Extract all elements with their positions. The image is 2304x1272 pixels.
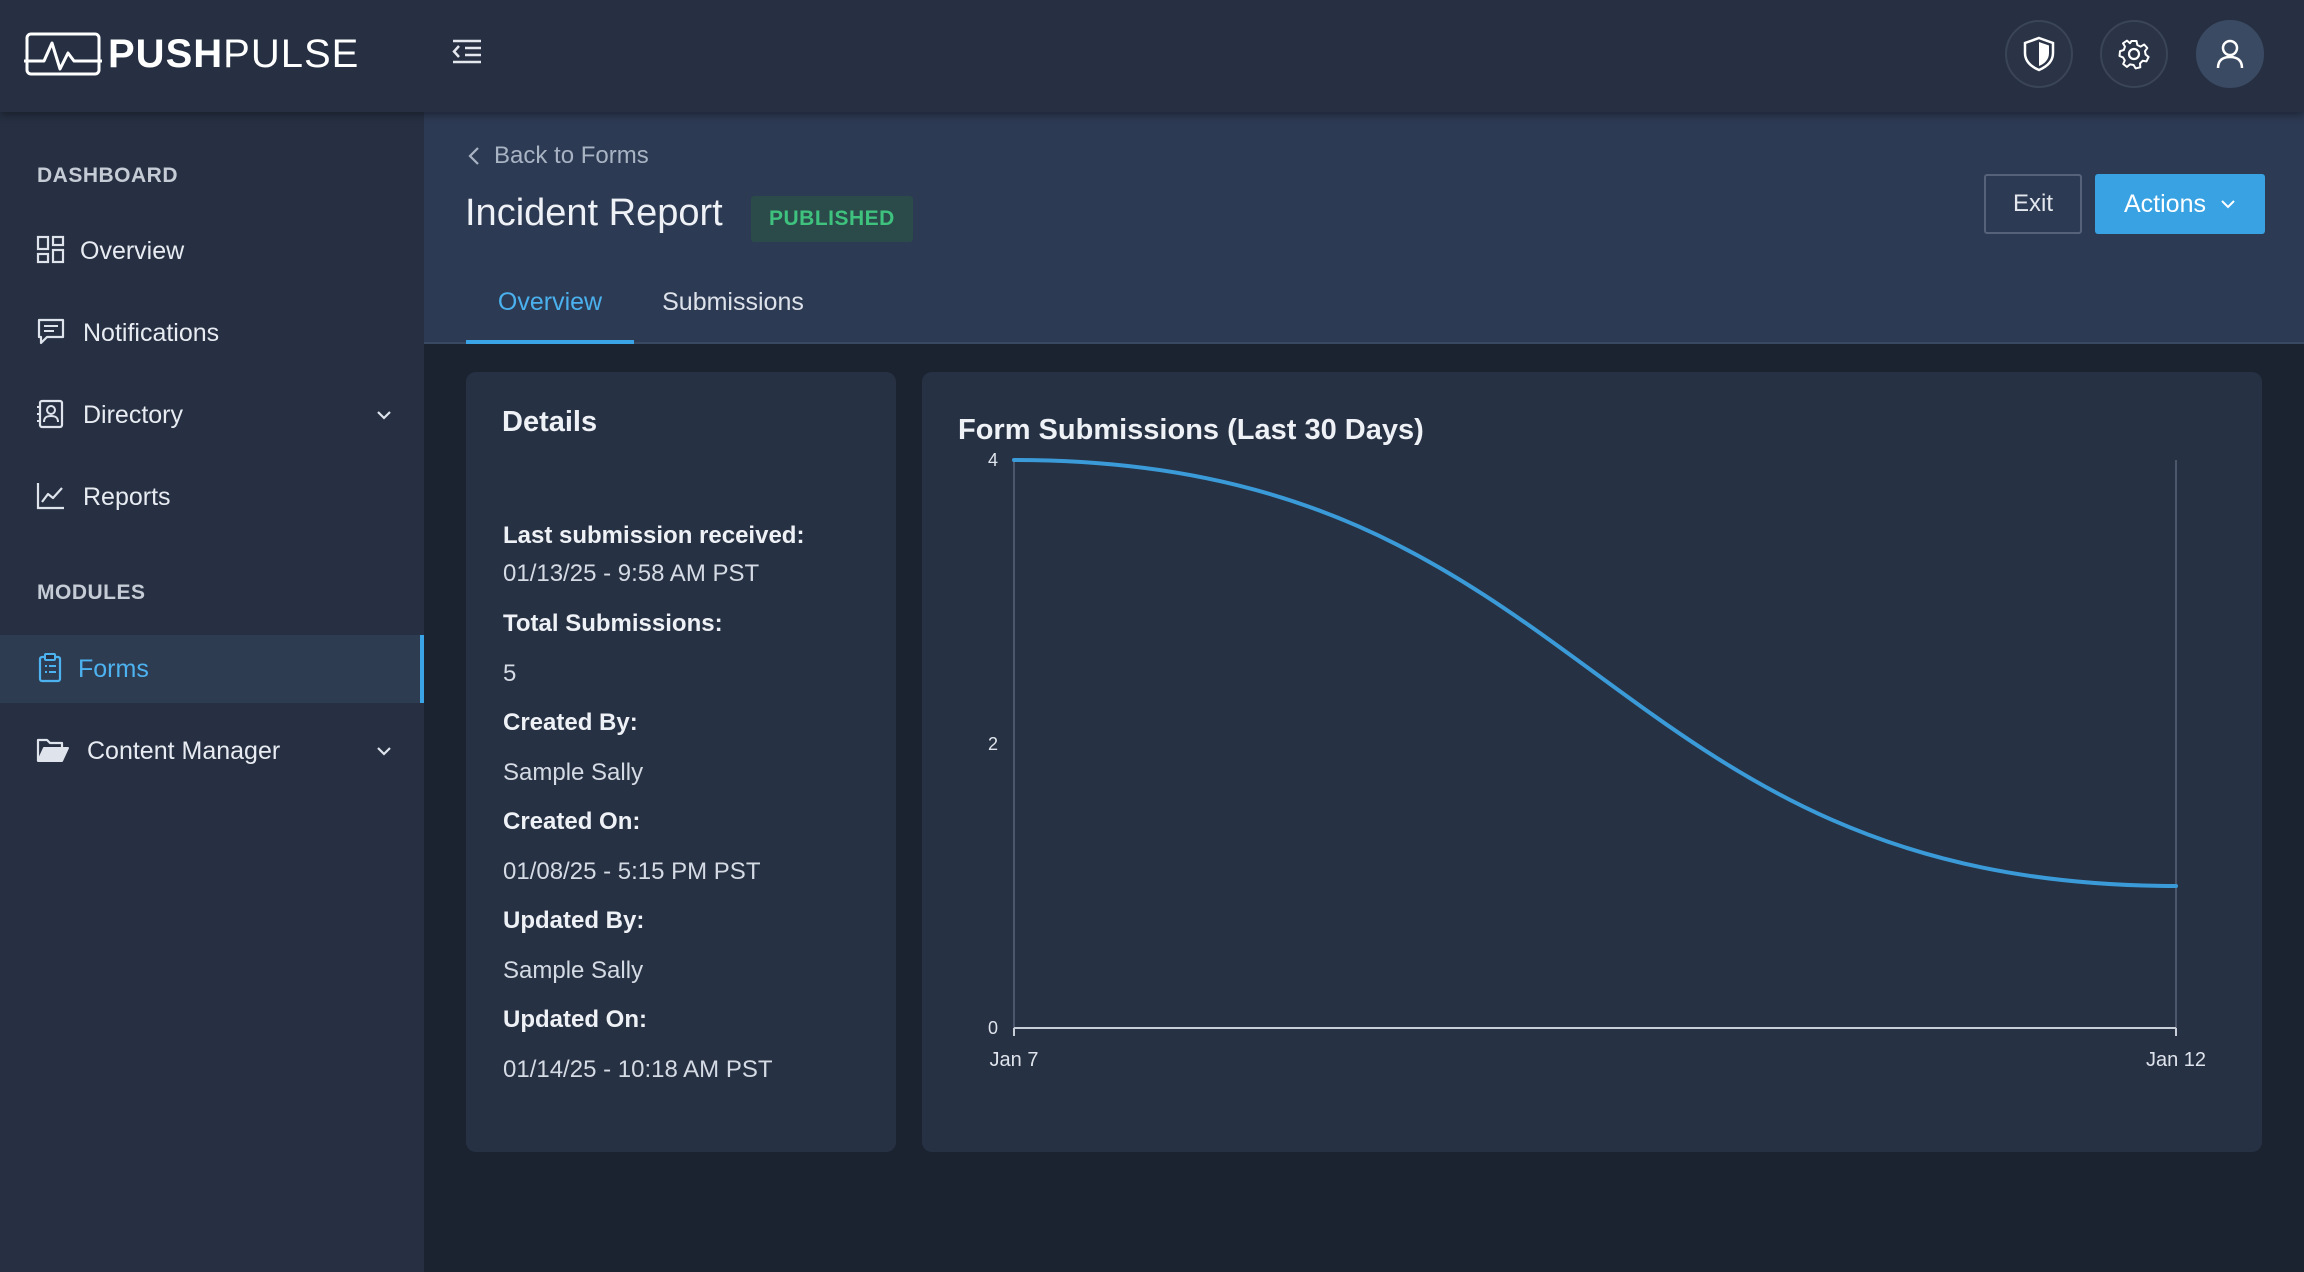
brand-name: PUSHPULSE [108, 31, 360, 76]
chevron-down-icon [2221, 200, 2235, 209]
sidebar-item-reports[interactable]: Reports [0, 463, 424, 531]
field-label-last-submission: Last submission received: [503, 522, 805, 549]
top-bar: PUSHPULSE [0, 0, 2304, 112]
field-value-updated-on: 01/14/25 - 10:18 AM PST [503, 1056, 773, 1083]
chart-card: Form Submissions (Last 30 Days) 0 2 4 Jan 7… [922, 372, 2262, 1152]
sidebar-item-label: Forms [78, 654, 149, 683]
field-label-updated-by: Updated By: [503, 907, 645, 934]
back-to-forms-link[interactable]: Back to Forms [466, 142, 649, 170]
chevron-down-icon [377, 747, 391, 756]
tab-overview[interactable]: Overview [466, 288, 634, 344]
settings-button[interactable] [2100, 20, 2168, 88]
back-link-label: Back to Forms [494, 142, 649, 169]
sidebar-item-label: Directory [83, 400, 184, 429]
exit-button[interactable]: Exit [1984, 174, 2082, 234]
shield-icon [2023, 36, 2055, 72]
clipboard-icon [38, 653, 62, 683]
page-header: Back to Forms Incident Report PUBLISHED … [424, 112, 2304, 344]
contact-card-icon [37, 399, 64, 429]
message-icon [37, 318, 65, 345]
sidebar-item-label: Content Manager [87, 736, 281, 765]
field-value-total-submissions: 5 [503, 660, 517, 687]
y-tick-label: 0 [988, 1018, 998, 1038]
series-line-0 [1012, 458, 2178, 888]
submissions-line-chart: 0 2 4 Jan 7 Jan 12 [988, 450, 2206, 1071]
section-label-dashboard: DASHBOARD [37, 164, 178, 187]
user-icon [2216, 39, 2244, 69]
sidebar-item-notifications[interactable]: Notifications [0, 299, 424, 367]
y-tick-label: 2 [988, 734, 998, 754]
x-tick-label: Jan 7 [990, 1049, 1039, 1071]
sidebar-item-directory[interactable]: Directory [0, 381, 424, 449]
details-title: Details [502, 406, 598, 438]
field-label-created-on: Created On: [503, 808, 641, 835]
folder-open-icon [36, 738, 69, 762]
pulse-logo-icon [24, 32, 102, 76]
menu-collapse-button[interactable] [448, 34, 486, 68]
field-value-created-on: 01/08/25 - 5:15 PM PST [503, 858, 761, 885]
sidebar-item-forms[interactable]: Forms [0, 635, 424, 703]
field-label-updated-on: Updated On: [503, 1006, 647, 1033]
sidebar-item-label: Overview [80, 236, 185, 265]
gear-icon [2118, 39, 2150, 70]
sidebar: DASHBOARD Overview Notifications Directo… [0, 112, 424, 1272]
field-value-created-by: Sample Sally [503, 759, 644, 786]
field-label-total-submissions: Total Submissions: [503, 610, 723, 637]
brand-logo[interactable]: PUSHPULSE [24, 28, 359, 80]
menu-collapse-icon [452, 39, 481, 64]
page-title: Incident Report [465, 192, 723, 234]
sidebar-item-overview[interactable]: Overview [0, 217, 424, 285]
line-chart-icon [36, 483, 64, 510]
field-label-created-by: Created By: [503, 709, 638, 736]
x-tick-label: Jan 12 [2146, 1049, 2206, 1071]
actions-dropdown-button[interactable]: Actions [2095, 174, 2265, 234]
sidebar-item-label: Reports [83, 482, 171, 511]
y-tick-label: 4 [988, 450, 998, 470]
chart-title: Form Submissions (Last 30 Days) [958, 414, 1424, 446]
details-card: Details Last submission received: 01/13/… [466, 372, 896, 1152]
user-profile-button[interactable] [2196, 20, 2264, 88]
tab-submissions[interactable]: Submissions [662, 288, 804, 316]
section-label-modules: MODULES [37, 581, 146, 604]
chevron-left-icon [468, 147, 479, 165]
field-value-last-submission: 01/13/25 - 9:58 AM PST [503, 560, 760, 587]
chevron-down-icon [377, 411, 391, 420]
security-button[interactable] [2005, 20, 2073, 88]
sidebar-item-content-manager[interactable]: Content Manager [0, 717, 424, 785]
status-badge: PUBLISHED [751, 196, 913, 242]
field-value-updated-by: Sample Sally [503, 957, 644, 984]
sidebar-item-label: Notifications [83, 318, 220, 347]
grid-icon [36, 235, 65, 264]
actions-label: Actions [2124, 189, 2206, 218]
